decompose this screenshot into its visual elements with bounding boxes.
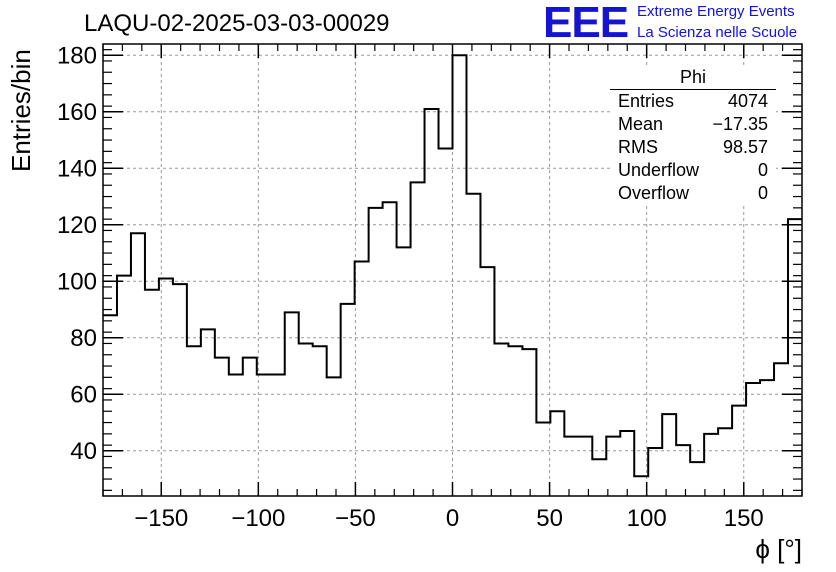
- y-tick-label: 100: [57, 268, 97, 295]
- eee-logo: EEE: [543, 0, 629, 47]
- x-tick-label: −150: [134, 505, 188, 532]
- stats-row-mean: Mean −17.35: [610, 113, 776, 136]
- stats-value: 0: [757, 160, 768, 180]
- stats-row-rms: RMS 98.57: [610, 136, 776, 159]
- logo-line-1: Extreme Energy Events: [637, 3, 795, 20]
- stats-box: Phi Entries 4074 Mean −17.35 RMS 98.57 U…: [610, 66, 776, 205]
- stats-value: −17.35: [712, 114, 768, 134]
- plot-title: LAQU-02-2025-03-03-00029: [84, 10, 390, 37]
- stats-row-overflow: Overflow 0: [610, 182, 776, 205]
- y-tick-label: 80: [70, 325, 97, 352]
- stats-label: Entries: [618, 91, 675, 111]
- logo-line-2: La Scienza nelle Scuole: [637, 24, 798, 41]
- histogram-line: [103, 54, 802, 478]
- y-axis-title: Entries/bin: [6, 49, 36, 172]
- y-tick-labels: 40 60 80 100 120 140 160 180: [57, 42, 97, 465]
- stats-label: Underflow: [618, 160, 700, 180]
- x-tick-labels: −150 −100 −50 0 50 100 150: [134, 505, 764, 532]
- x-tick-label: −50: [335, 505, 376, 532]
- x-tick-label: 50: [536, 505, 563, 532]
- y-tick-label: 60: [70, 381, 97, 408]
- stats-value: 0: [757, 183, 768, 203]
- stats-value: 4074: [727, 91, 768, 111]
- stats-name: Phi: [610, 66, 776, 90]
- x-tick-label: 100: [627, 505, 667, 532]
- axis-ticks: [102, 44, 803, 496]
- stats-label: RMS: [618, 137, 658, 157]
- stats-label: Mean: [618, 114, 664, 134]
- x-axis-title: ϕ [°]: [755, 534, 802, 564]
- x-tick-label: 0: [446, 505, 459, 532]
- y-tick-label: 180: [57, 42, 97, 69]
- grid-lines: [103, 44, 802, 496]
- y-tick-label: 40: [70, 438, 97, 465]
- x-tick-label: −100: [231, 505, 285, 532]
- stats-row-entries: Entries 4074: [610, 90, 776, 113]
- stats-value: 98.57: [722, 137, 768, 157]
- stats-label: Overflow: [618, 183, 690, 203]
- x-tick-label: 150: [724, 505, 764, 532]
- y-tick-label: 140: [57, 155, 97, 182]
- stats-row-underflow: Underflow 0: [610, 159, 776, 182]
- y-tick-label: 120: [57, 212, 97, 239]
- y-tick-label: 160: [57, 99, 97, 126]
